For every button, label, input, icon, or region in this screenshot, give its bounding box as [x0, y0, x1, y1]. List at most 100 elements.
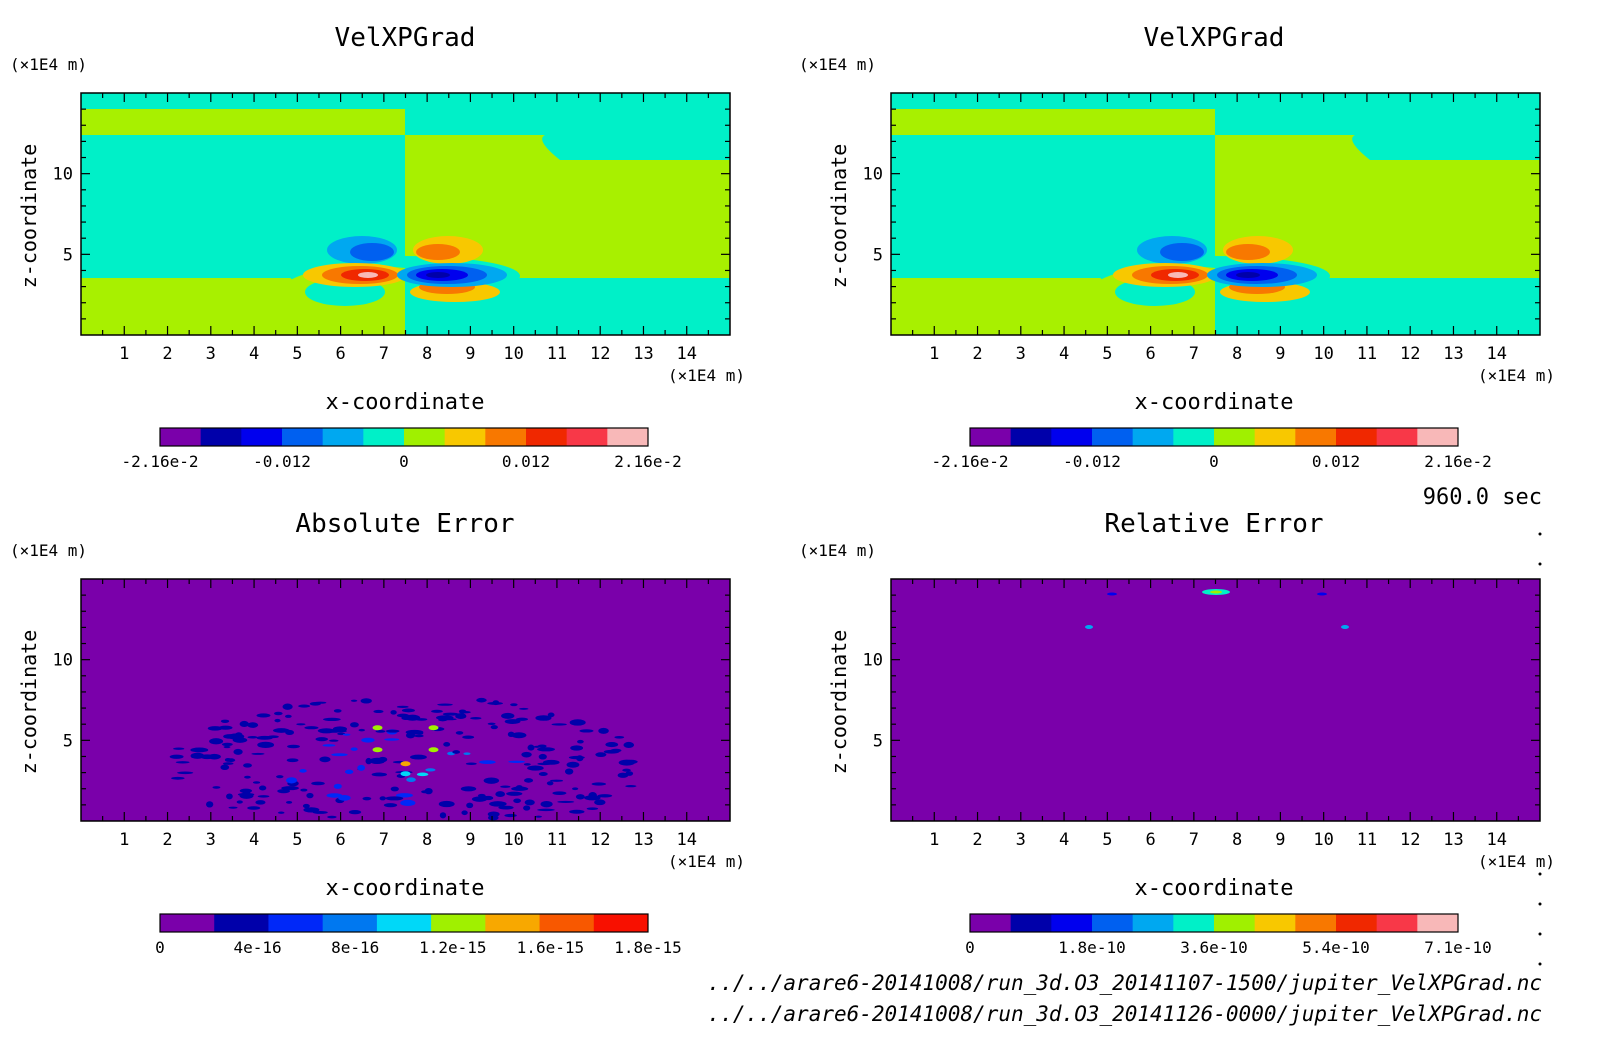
x-tick-label: 3 — [1016, 830, 1026, 850]
colorbar-segment — [1051, 428, 1093, 446]
colorbar-label: 3.6e-10 — [1180, 938, 1247, 957]
x-tick-label: 6 — [335, 344, 345, 364]
speckle — [487, 811, 500, 817]
speckle — [495, 791, 506, 798]
colorbar-segment — [160, 914, 215, 932]
colorbar-segment — [1336, 914, 1378, 932]
x-axis-label: x-coordinate — [1135, 876, 1294, 901]
speckle — [508, 760, 526, 764]
speckle — [614, 735, 625, 739]
speckle — [327, 815, 337, 819]
speckle — [396, 713, 410, 718]
x-tick-label: 14 — [676, 344, 696, 364]
colorbar-frame — [159, 913, 649, 933]
speckle — [476, 697, 487, 703]
speckle-hotspot — [372, 747, 383, 753]
speckle — [470, 717, 482, 720]
speckle — [400, 799, 416, 807]
x-tick-label: 14 — [1486, 830, 1506, 850]
speckle — [190, 747, 209, 753]
speckle — [257, 795, 270, 798]
speckle-hotspot — [428, 725, 439, 731]
x-tick-label: 11 — [547, 344, 567, 364]
speckle — [416, 732, 424, 735]
speckle — [306, 792, 314, 799]
colorbar-segment — [322, 914, 378, 932]
speckle — [462, 735, 475, 739]
speckle — [286, 758, 299, 763]
speckle — [501, 712, 515, 719]
dot — [1538, 562, 1542, 566]
y-axis-label: z-coordinate — [17, 630, 41, 775]
y-tick-label: 5 — [63, 731, 73, 751]
speckle — [396, 705, 409, 708]
speckle — [588, 792, 597, 799]
x-tick-label: 10 — [1313, 344, 1333, 364]
colorbar-segment — [1417, 428, 1459, 446]
speckle — [504, 813, 517, 818]
speckle — [461, 810, 468, 816]
speckle — [365, 757, 372, 765]
speckle — [311, 781, 325, 786]
x-tick-label: 4 — [249, 830, 259, 850]
speckle — [303, 807, 320, 813]
speckle — [510, 703, 518, 707]
speckle — [597, 794, 613, 798]
x-axis-label: x-coordinate — [326, 876, 485, 901]
x-tick-label: 9 — [465, 344, 475, 364]
speckle — [373, 709, 384, 714]
speckle — [285, 777, 298, 784]
speckle — [361, 737, 375, 743]
colorbar-label: 1.8e-10 — [1058, 938, 1125, 957]
field-band-top — [891, 93, 1540, 109]
x-tick-label: 8 — [422, 344, 432, 364]
speckle — [431, 709, 443, 713]
x-tick-label: 2 — [162, 830, 172, 850]
field-lobe-upper-right-core — [416, 244, 460, 260]
speckle — [595, 752, 607, 758]
speckle — [625, 771, 634, 776]
speckle — [490, 725, 498, 730]
speckle — [358, 728, 365, 732]
speckle — [575, 794, 585, 800]
x-tick-label: 4 — [249, 344, 259, 364]
speckle — [443, 742, 451, 747]
speckle — [416, 772, 429, 777]
field-region-upper-right — [405, 109, 730, 160]
field-lobe-upper-left-core — [350, 243, 394, 261]
speckle — [605, 742, 619, 748]
panel-relative-error: Relative Error (×1E4 m) (×1E4 m) x-coord… — [799, 509, 1555, 957]
colorbar-segment — [970, 428, 1012, 446]
speckle — [523, 778, 534, 783]
speckle — [538, 753, 547, 760]
colorbar-segment — [241, 428, 283, 446]
x-tick-label: 14 — [1486, 344, 1506, 364]
x-unit-label: (×1E4 m) — [1478, 366, 1555, 385]
speckle — [300, 788, 308, 792]
colorbar-segment — [1336, 428, 1378, 446]
speckle — [298, 704, 311, 708]
x-unit-label: (×1E4 m) — [1478, 852, 1555, 871]
speckle — [527, 744, 535, 751]
colorbar-label: 1.2e-15 — [419, 938, 486, 957]
x-tick-label: 2 — [162, 344, 172, 364]
x-tick-label: 11 — [547, 830, 567, 850]
colorbar-label: 1.8e-15 — [614, 938, 681, 957]
speckle — [557, 800, 575, 803]
colorbar-label: 0 — [965, 938, 975, 957]
colorbar-label: 2.16e-2 — [614, 452, 681, 471]
panel-title: VelXPGrad — [1144, 23, 1285, 53]
speckle — [322, 744, 336, 747]
speckle — [421, 790, 430, 794]
x-tick-label: 5 — [292, 344, 302, 364]
field-region-upper-right — [1215, 109, 1540, 160]
field-core-left-peak — [1168, 272, 1188, 278]
colorbar-segment — [431, 914, 486, 932]
x-tick-label: 3 — [1016, 344, 1026, 364]
speckle — [500, 785, 511, 788]
x-tick-label: 13 — [1443, 344, 1463, 364]
field-background — [81, 579, 730, 821]
